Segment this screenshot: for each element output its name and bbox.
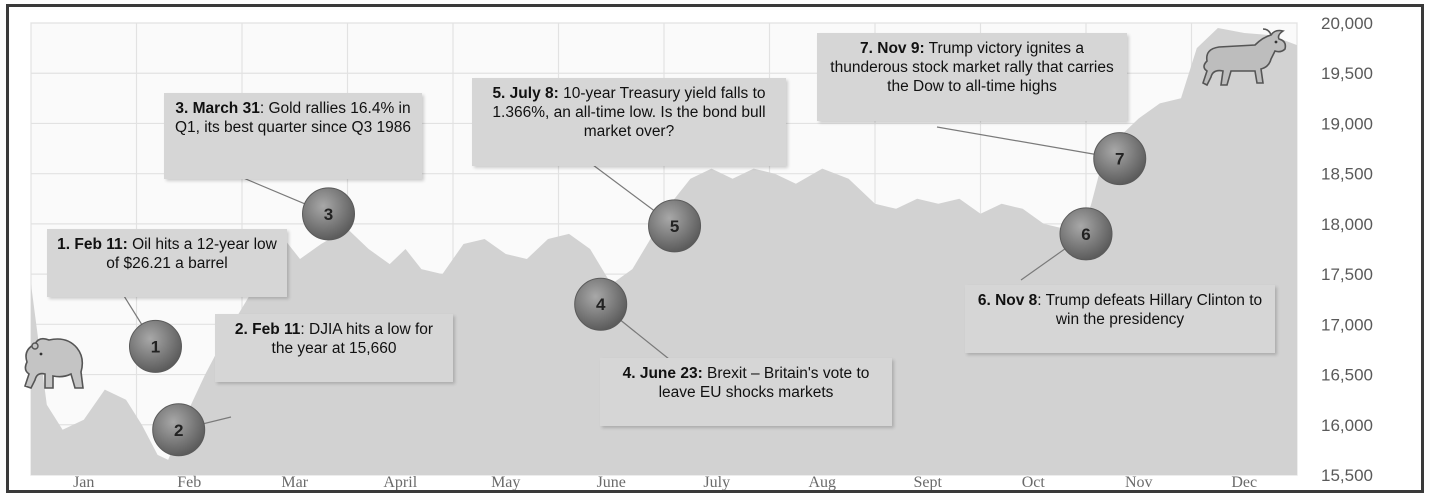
x-tick-label-month: Sept bbox=[914, 474, 943, 490]
x-tick-label-month: Oct bbox=[1022, 474, 1046, 490]
event-7-text: Trump victory ignites a thunderous stock… bbox=[830, 40, 1114, 95]
event-marker bbox=[302, 187, 356, 241]
event-1-text: Oil hits a 12-year low of $26.21 a barre… bbox=[106, 236, 277, 272]
event-4-text: Brexit – Britain's vote to leave EU shoc… bbox=[658, 365, 870, 401]
event-2-text: : DJIA hits a low for the year at 15,660 bbox=[271, 321, 434, 357]
event-marker-number: 7 bbox=[1115, 150, 1124, 169]
event-marker bbox=[152, 403, 206, 457]
callout-event-4: 4. June 23: Brexit – Britain's vote to l… bbox=[600, 358, 892, 426]
bear-icon bbox=[23, 337, 84, 389]
x-tick-label-month: Dec bbox=[1231, 474, 1257, 490]
event-marker bbox=[1093, 132, 1147, 186]
event-3-heading: 3. March 31 bbox=[175, 100, 260, 117]
event-marker bbox=[648, 199, 702, 253]
y-tick-label: 16,000 bbox=[1321, 416, 1373, 435]
event-6-heading: 6. Nov 8 bbox=[977, 292, 1038, 309]
event-marker-number: 3 bbox=[324, 205, 333, 224]
event-marker bbox=[574, 277, 628, 331]
event-marker-number: 6 bbox=[1081, 225, 1090, 244]
event-5-heading: 5. July 8: bbox=[492, 85, 559, 102]
y-tick-label: 17,000 bbox=[1321, 315, 1373, 334]
event-7-heading: 7. Nov 9: bbox=[860, 40, 925, 57]
x-tick-label-month: Mar bbox=[281, 474, 308, 490]
chart-frame: 1 2 3 4 5 6 7 15,500 16,000 16,500 17,000 17,500 18… bbox=[6, 4, 1424, 493]
x-tick-label-month: April bbox=[383, 474, 417, 490]
callout-event-3: 3. March 31: Gold rallies 16.4% in Q1, i… bbox=[164, 93, 422, 179]
event-marker-number: 5 bbox=[670, 217, 679, 236]
event-1-heading: 1. Feb 11: bbox=[57, 236, 128, 253]
x-tick-label-month: July bbox=[703, 474, 730, 490]
callout-event-1: 1. Feb 11: Oil hits a 12-year low of $26… bbox=[47, 229, 287, 297]
bull-icon bbox=[1202, 28, 1287, 87]
y-tick-label: 19,500 bbox=[1321, 64, 1373, 83]
y-tick-label: 16,500 bbox=[1321, 366, 1373, 385]
x-tick-label-month: May bbox=[491, 474, 520, 490]
event-marker bbox=[1059, 207, 1113, 261]
x-tick-label-month: June bbox=[597, 474, 626, 490]
event-marker-number: 2 bbox=[174, 421, 183, 440]
x-tick-label-month: Aug bbox=[808, 474, 836, 490]
callout-event-6: 6. Nov 8: Trump defeats Hillary Clinton … bbox=[965, 285, 1275, 353]
event-3-text: : Gold rallies 16.4% in Q1, its best qua… bbox=[174, 100, 412, 136]
leader-line bbox=[936, 126, 1120, 160]
event-marker-number: 1 bbox=[151, 337, 160, 356]
y-tick-label: 17,500 bbox=[1321, 265, 1373, 284]
x-tick-label-month: Jan bbox=[73, 474, 94, 490]
marker-layer: 1 2 3 4 5 6 7 bbox=[128, 132, 1147, 457]
event-6-text: : Trump defeats Hillary Clinton to win t… bbox=[1037, 292, 1263, 328]
event-5-text: 10-year Treasury yield falls to 1.366%, … bbox=[492, 85, 766, 140]
event-4-heading: 4. June 23: bbox=[622, 365, 703, 382]
event-marker bbox=[128, 319, 182, 373]
callout-event-2: 2. Feb 11: DJIA hits a low for the year … bbox=[215, 314, 453, 382]
axis-layer: 15,500 16,000 16,500 17,000 17,500 18,000 18,5… bbox=[73, 14, 1373, 490]
y-tick-label: 15,500 bbox=[1321, 466, 1373, 485]
y-tick-label: 18,000 bbox=[1321, 215, 1373, 234]
callout-event-5: 5. July 8: 10-year Treasury yield falls … bbox=[472, 78, 786, 166]
event-marker-number: 4 bbox=[596, 295, 606, 314]
event-2-heading: 2. Feb 11 bbox=[234, 321, 301, 338]
y-tick-label: 20,000 bbox=[1321, 14, 1373, 33]
y-tick-label: 18,500 bbox=[1321, 165, 1373, 184]
x-tick-label-month: Nov bbox=[1125, 474, 1153, 490]
x-tick-label-month: Feb bbox=[177, 474, 201, 490]
callout-event-7: 7. Nov 9: Trump victory ignites a thunde… bbox=[817, 33, 1127, 121]
y-tick-label: 19,000 bbox=[1321, 114, 1373, 133]
